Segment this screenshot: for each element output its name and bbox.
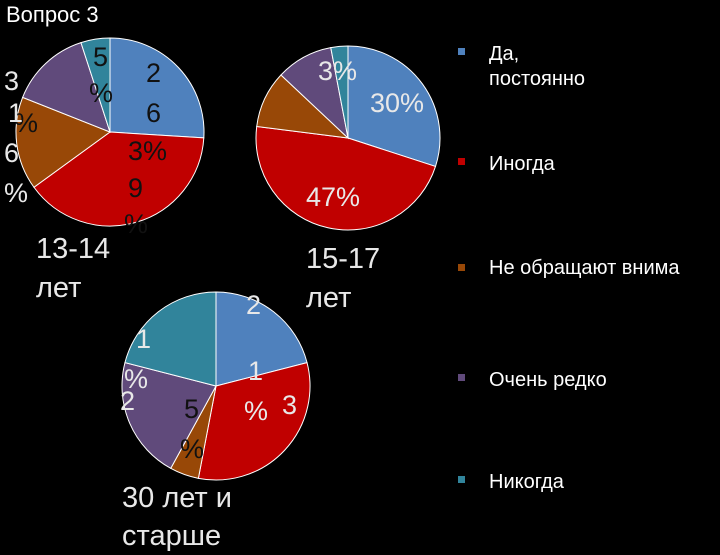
data-label: 9 — [128, 173, 144, 203]
data-label: % — [180, 434, 205, 464]
legend-label: Иногда — [489, 153, 555, 175]
legend-item-da-postoyanno: Да, постоянно — [458, 42, 585, 92]
pie-slice-inogda — [255, 125, 437, 231]
pie-slice-nikogda — [330, 45, 349, 139]
legend: Да, постоянно Иногда Не обращают внима О… — [458, 0, 720, 540]
data-label: 3% — [318, 56, 358, 86]
legend-swatch — [458, 264, 465, 271]
data-label: 2 — [120, 386, 136, 416]
legend-item-ne-obrashchayut: Не обращают внима — [458, 256, 680, 281]
chart-title-30-plus: 30 лет и старше — [122, 480, 272, 555]
slide-title: Вопрос 3 — [6, 2, 99, 27]
pie-slice-ochen-redko — [121, 362, 217, 470]
data-label: 3% — [128, 136, 168, 166]
data-label: 1 — [8, 98, 24, 128]
data-label: % — [124, 364, 149, 394]
pie-slice-ne-obrashchayut — [15, 96, 112, 188]
pie-slice-da-postoyanno — [347, 45, 441, 168]
data-label: 6 — [4, 138, 20, 168]
pie-slice-nikogda — [80, 37, 111, 133]
legend-swatch — [458, 476, 465, 483]
legend-swatch — [458, 48, 465, 55]
pie-13-14 — [15, 37, 205, 227]
chart-title-30-plus-text: 30 лет и старше — [122, 482, 232, 552]
chart-title-15-17-text: 15-17 лет — [306, 243, 381, 315]
legend-label: Очень редко — [489, 369, 607, 391]
pie-30-plus — [121, 291, 311, 481]
pie-slice-inogda — [197, 362, 311, 481]
data-label: 47% — [306, 182, 361, 212]
data-label: 2 — [246, 290, 262, 320]
pie-slice-nikogda — [124, 291, 217, 387]
data-label: % — [89, 78, 114, 108]
legend-swatch — [458, 374, 465, 381]
chart-title-13-14-text: 13-14 лет — [36, 233, 111, 305]
legend-label: Не обращают внима — [489, 257, 680, 279]
legend-label: Никогда — [489, 471, 564, 493]
data-label: % — [4, 178, 29, 208]
data-label: 5 — [93, 42, 109, 72]
pie-slice-da-postoyanno — [215, 291, 308, 387]
data-label: % — [14, 108, 39, 138]
data-label: 2 — [146, 58, 162, 88]
data-label: % — [244, 396, 269, 426]
data-label: 3 — [282, 390, 298, 420]
data-label: 30% — [370, 88, 425, 118]
legend-swatch — [458, 158, 465, 165]
data-label: 1 — [136, 324, 152, 354]
legend-item-ochen-redko: Очень редко — [458, 368, 607, 393]
legend-item-inogda: Иногда — [458, 152, 555, 177]
chart-title-13-14: 13-14 лет — [36, 230, 146, 308]
charts-canvas — [15, 37, 441, 481]
legend-label: Да, постоянно — [489, 43, 586, 90]
data-label: % — [124, 209, 149, 239]
pie-15-17 — [255, 45, 441, 231]
pie-slice-inogda — [33, 131, 205, 227]
data-label: 1 — [248, 356, 264, 386]
data-label: 3 — [4, 66, 20, 96]
pie-slice-da-postoyanno — [109, 37, 205, 139]
data-label: 5 — [184, 394, 200, 424]
data-label: 6 — [146, 98, 162, 128]
legend-item-nikogda: Никогда — [458, 470, 564, 495]
chart-title-15-17: 15-17 лет — [306, 240, 406, 318]
